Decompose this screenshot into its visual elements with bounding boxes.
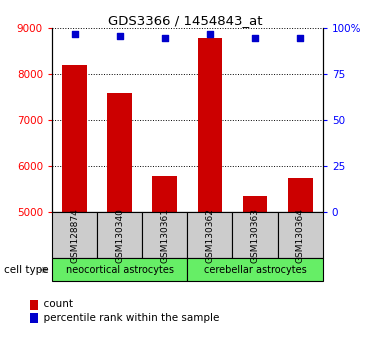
Text: cerebellar astrocytes: cerebellar astrocytes [204,265,306,275]
Text: percentile rank within the sample: percentile rank within the sample [37,313,220,322]
Text: count: count [37,299,73,309]
Text: GSM128874: GSM128874 [70,208,79,263]
Text: GSM130363: GSM130363 [250,208,260,263]
Text: cell type: cell type [4,265,48,275]
Text: GSM130361: GSM130361 [160,208,169,263]
Bar [243,196,267,212]
Text: GSM130362: GSM130362 [206,208,214,263]
Point [162,35,168,40]
Text: GSM130364: GSM130364 [296,208,305,263]
Bar [107,93,132,212]
Point [207,31,213,37]
Bar [152,176,177,212]
Text: GSM130340: GSM130340 [115,208,124,263]
Bar [197,38,222,212]
Text: GDS3366 / 1454843_at: GDS3366 / 1454843_at [108,14,263,27]
Text: neocortical astrocytes: neocortical astrocytes [66,265,174,275]
Bar [288,178,313,212]
Point [297,35,303,40]
Point [252,35,258,40]
Point [117,33,123,39]
Bar [62,65,87,212]
Point [72,31,78,37]
